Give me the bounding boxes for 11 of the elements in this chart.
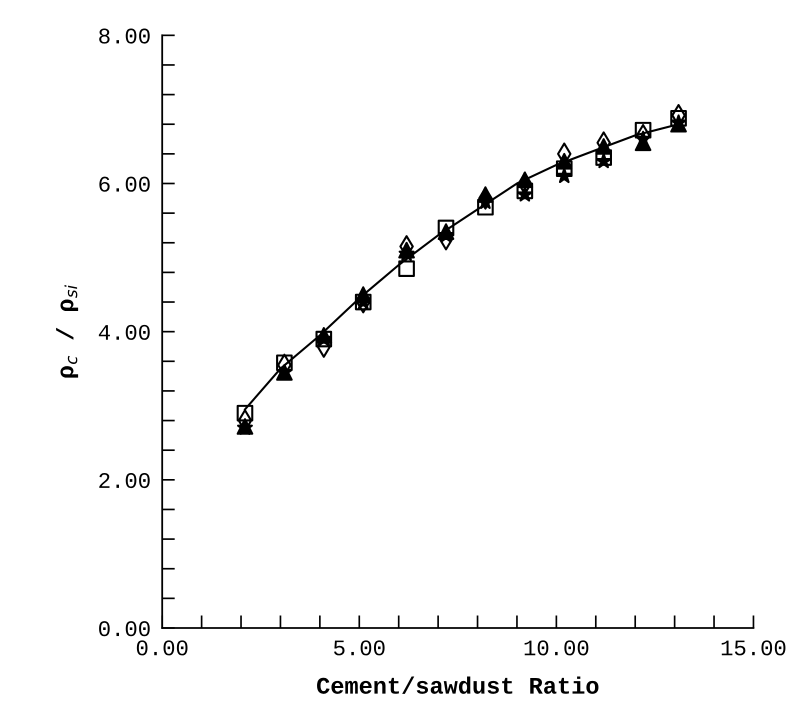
y-tick-label: 4.00 (98, 324, 150, 340)
x-tick-label: 5.00 (334, 640, 385, 656)
x-tick-label: 0.00 (136, 640, 188, 656)
y-tick-label: 2.00 (99, 473, 150, 488)
y-tick-label: 0.00 (99, 621, 150, 636)
y-tick-label: 6.00 (99, 176, 150, 192)
y-tick-label: 8.00 (99, 28, 150, 44)
x-tick-label: 10.00 (524, 640, 588, 656)
x-axis-title: Cement/sawdust Ratio (317, 676, 598, 694)
y-axis-title: ρ$_{c}$ / ρ$_{si}$ (56, 284, 78, 378)
x-tick-label: 15.00 (722, 640, 786, 656)
